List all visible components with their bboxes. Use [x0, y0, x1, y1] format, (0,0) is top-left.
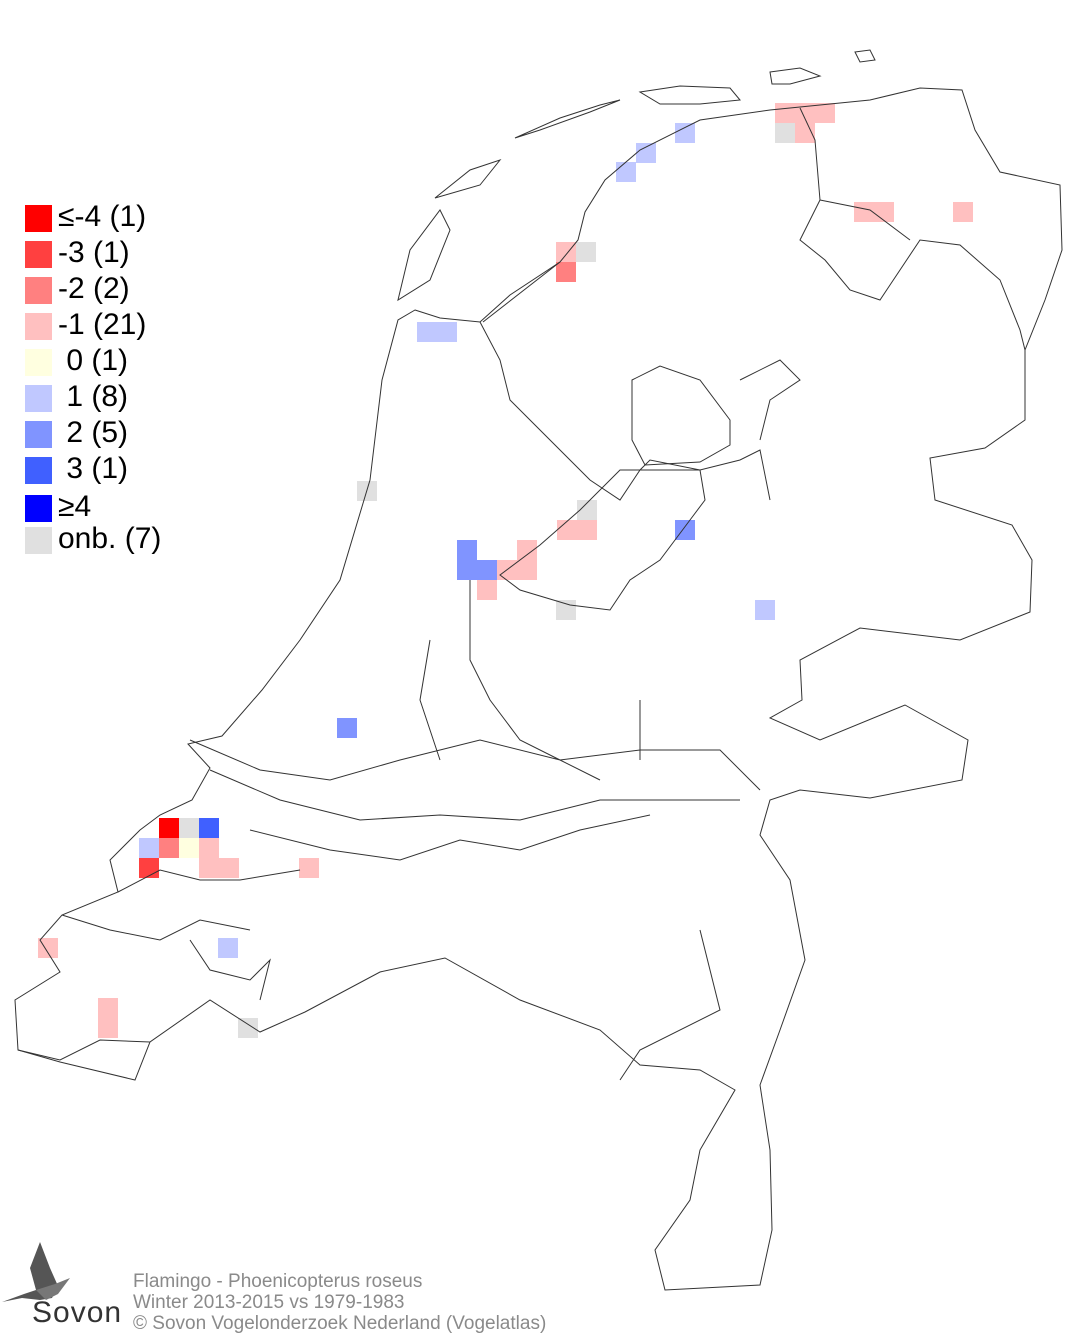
atlas-cell: [636, 143, 656, 163]
legend-swatch: [25, 205, 52, 232]
atlas-cell: [854, 202, 874, 222]
legend-swatch: [25, 495, 52, 522]
atlas-cell: [616, 162, 636, 182]
wadden-islands: [397, 49, 876, 302]
map-borders: [14, 49, 1063, 1291]
sovon-swallow-logo-icon: [2, 1242, 70, 1302]
atlas-cell: [577, 500, 597, 520]
legend-label: -2 (2): [58, 272, 130, 305]
atlas-cell: [517, 560, 537, 580]
legend-label: 1 (8): [58, 380, 129, 413]
legend-label: ≤-4 (1): [58, 200, 147, 233]
legend-label: 3 (1): [58, 452, 129, 485]
atlas-cell: [417, 322, 437, 342]
flevoland: [499, 469, 706, 611]
atlas-cell: [576, 242, 596, 262]
atlas-cell: [477, 560, 497, 580]
atlas-cell: [577, 520, 597, 540]
province-border-north: [739, 107, 1026, 441]
atlas-cell: [159, 818, 179, 838]
atlas-cell: [199, 838, 219, 858]
afsluitdijk: [482, 261, 561, 323]
atlas-cell: [139, 858, 159, 878]
copyright: © Sovon Vogelonderzoek Nederland (Vogela…: [133, 1313, 547, 1334]
atlas-cell: [477, 580, 497, 600]
legend-label: 0 (1): [58, 344, 129, 377]
atlas-cell: [795, 123, 815, 143]
atlas-cell: [199, 858, 219, 878]
atlas-cell: [98, 1018, 118, 1038]
atlas-cell: [953, 202, 973, 222]
atlas-cell: [179, 838, 199, 858]
atlas-cell: [457, 560, 477, 580]
legend-swatch: [25, 457, 52, 484]
country-outline: [14, 87, 1063, 1291]
atlas-cell: [219, 858, 239, 878]
atlas-cell: [675, 123, 695, 143]
atlas-cell: [556, 262, 576, 282]
atlas-cell: [299, 858, 319, 878]
legend-swatch: [25, 527, 52, 554]
atlas-cell: [337, 718, 357, 738]
ijsselmeer-shore: [479, 321, 771, 501]
logo-text: Sovon: [32, 1296, 123, 1329]
atlas-cell: [98, 998, 118, 1018]
legend-label: 2 (5): [58, 416, 129, 449]
period-comparison: Winter 2013-2015 vs 1979-1983: [133, 1292, 405, 1313]
atlas-cell: [815, 103, 835, 123]
legend-label: onb. (7): [58, 522, 162, 555]
legend-swatch: [25, 349, 52, 376]
legend-label: ≥4: [58, 490, 92, 523]
legend-label: -3 (1): [58, 236, 130, 269]
legend-swatch: [25, 421, 52, 448]
legend-swatch: [25, 277, 52, 304]
atlas-grid-cells: [38, 103, 973, 1038]
atlas-cell: [557, 520, 577, 540]
atlas-cell: [775, 103, 795, 123]
atlas-cell: [38, 938, 58, 958]
legend-swatch: [25, 385, 52, 412]
atlas-cell: [457, 540, 477, 560]
atlas-cell: [139, 838, 159, 858]
atlas-cell: [517, 540, 537, 560]
atlas-cell: [556, 600, 576, 620]
atlas-cell: [556, 242, 576, 262]
legend-label: -1 (21): [58, 308, 147, 341]
species-name: Flamingo - Phoenicopterus roseus: [133, 1271, 423, 1292]
rivers: [189, 580, 761, 1081]
atlas-cell: [238, 1018, 258, 1038]
zeeland-islands: [17, 869, 301, 1061]
atlas-cell: [218, 938, 238, 958]
atlas-cell: [437, 322, 457, 342]
map-caption: Flamingo - Phoenicopterus roseus Winter …: [133, 1271, 546, 1334]
atlas-cell: [199, 818, 219, 838]
atlas-cell: [874, 202, 894, 222]
noordoostpolder: [631, 365, 731, 466]
atlas-cell: [675, 520, 695, 540]
atlas-cell: [179, 818, 199, 838]
legend-swatch: [25, 241, 52, 268]
legend-swatch: [25, 313, 52, 340]
atlas-cell: [159, 838, 179, 858]
atlas-cell: [755, 600, 775, 620]
atlas-cell: [775, 123, 795, 143]
